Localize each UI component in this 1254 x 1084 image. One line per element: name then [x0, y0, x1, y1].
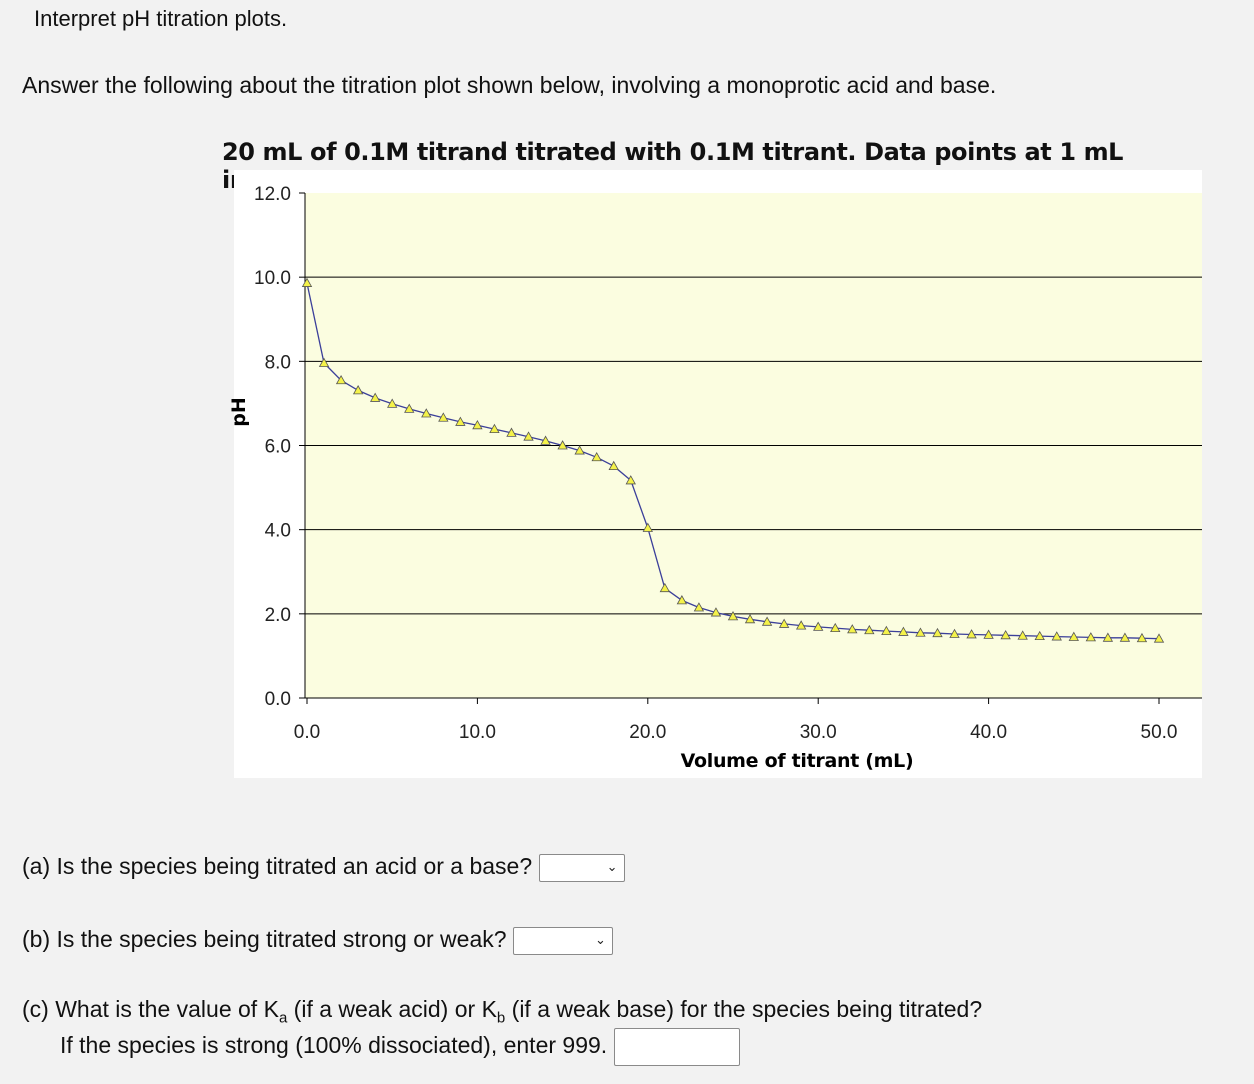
titration-chart: 0.0 2.0 4.0 6.0 8.0 10.0 12.0 0.0 10.0 20.0 30.0 40…: [228, 170, 1202, 778]
strong-weak-select[interactable]: ⌄: [512, 926, 613, 955]
y-axis-label: pH: [228, 397, 250, 427]
data-point: [608, 460, 619, 471]
data-point: [778, 618, 790, 628]
data-point: [761, 616, 773, 626]
question-c: (c) What is the value of Ka (if a weak a…: [22, 996, 982, 1027]
data-point: [625, 475, 636, 485]
data-point: [523, 431, 534, 441]
question-b-text: (b) Is the species being titrated strong…: [22, 926, 507, 952]
data-point: [710, 607, 722, 617]
data-point: [540, 435, 551, 445]
data-point: [335, 374, 347, 385]
x-tick-label: 40.0: [970, 722, 1007, 743]
data-point: [1034, 630, 1045, 641]
data-point: [1119, 632, 1131, 642]
question-a-text: (a) Is the species being titrated an aci…: [22, 853, 533, 879]
question-a: (a) Is the species being titrated an aci…: [22, 853, 625, 882]
data-point: [983, 629, 994, 639]
y-tick-label: 4.0: [265, 521, 291, 542]
data-point: [455, 416, 466, 426]
question-c-text-3: (if a weak base) for the species being t…: [505, 996, 983, 1022]
data-point: [949, 628, 960, 638]
data-point: [1000, 629, 1011, 640]
data-point: [813, 621, 824, 631]
x-tick-label: 20.0: [629, 722, 666, 743]
data-point: [693, 602, 705, 612]
data-point: [1017, 630, 1028, 640]
x-tick-label: 10.0: [459, 722, 496, 743]
data-point: [1051, 631, 1062, 641]
data-point: [1068, 631, 1079, 641]
acid-base-select[interactable]: ⌄: [538, 853, 625, 882]
y-tick-label: 2.0: [265, 605, 291, 626]
data-point: [830, 622, 841, 633]
data-point: [932, 627, 943, 638]
data-point: [966, 629, 977, 639]
chevron-down-icon: ⌄: [606, 859, 618, 875]
data-point: [642, 522, 653, 532]
data-point: [352, 385, 364, 395]
y-tick-label: 8.0: [265, 352, 291, 373]
data-point: [676, 595, 688, 605]
k-value-input[interactable]: [613, 1028, 740, 1066]
data-point: [1085, 632, 1097, 642]
data-point: [369, 392, 381, 402]
data-point: [438, 412, 449, 422]
data-point: [744, 613, 756, 624]
x-tick-label: 0.0: [294, 722, 320, 743]
ka-subscript: a: [278, 1009, 288, 1027]
question-b: (b) Is the species being titrated strong…: [22, 926, 613, 955]
data-point: [318, 357, 330, 367]
data-point: [727, 611, 739, 621]
intro-text: Answer the following about the titration…: [22, 72, 997, 98]
data-point: [421, 408, 432, 418]
data-point: [795, 620, 807, 630]
data-point: [557, 440, 568, 450]
data-point: [404, 403, 415, 413]
page-heading: Interpret pH titration plots.: [34, 6, 288, 31]
data-point: [847, 624, 858, 634]
data-point: [301, 277, 313, 287]
data-point: [1153, 633, 1165, 643]
data-point: [1102, 632, 1114, 642]
question-c-line2: If the species is strong (100% dissociat…: [60, 1028, 740, 1066]
kb-subscript: b: [496, 1009, 506, 1027]
x-tick-label: 30.0: [800, 722, 837, 743]
y-tick-label: 6.0: [265, 437, 291, 458]
data-point: [898, 626, 909, 636]
question-c-text-2: (if a weak acid) or K: [287, 996, 497, 1022]
x-tick-label: 50.0: [1141, 722, 1178, 743]
data-point: [659, 582, 671, 593]
data-point: [574, 445, 585, 455]
x-axis-label: Volume of titrant (mL): [681, 750, 914, 772]
data-point: [489, 423, 500, 433]
chevron-down-icon: ⌄: [595, 932, 606, 948]
data-point: [1136, 632, 1148, 643]
question-c-text-4: If the species is strong (100% dissociat…: [60, 1032, 608, 1059]
y-tick-label: 12.0: [254, 184, 291, 205]
data-point: [915, 627, 926, 637]
data-point: [591, 451, 602, 462]
question-c-text-1: (c) What is the value of K: [22, 996, 279, 1022]
data-point: [864, 624, 875, 635]
data-point: [506, 427, 517, 437]
data-point: [387, 398, 398, 408]
data-point: [472, 419, 483, 430]
y-tick-label: 0.0: [265, 689, 291, 710]
data-point: [881, 625, 892, 635]
y-tick-label: 10.0: [254, 268, 291, 289]
